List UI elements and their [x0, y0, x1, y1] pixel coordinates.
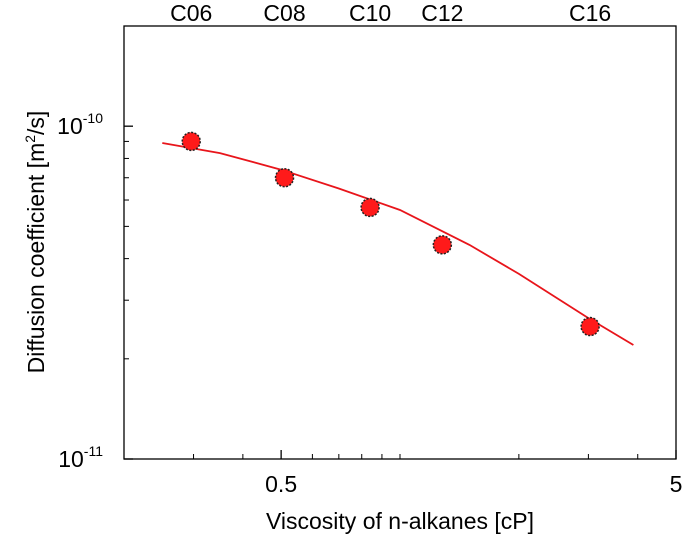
top-label: C06	[170, 0, 212, 26]
x-tick-label: 0.5	[265, 471, 297, 497]
y-tick-label: 10-11	[58, 443, 103, 472]
top-label: C12	[421, 0, 463, 26]
top-label: C16	[569, 0, 611, 26]
ticks-layer: 0.5 5 10-10 10-11	[57, 25, 683, 497]
plot-frame	[123, 25, 677, 460]
x-axis-label: Viscosity of n-alkanes [cP]	[266, 508, 534, 534]
data-point	[181, 131, 201, 152]
y-tick-label: 10-10	[57, 110, 103, 139]
data-point	[360, 197, 380, 218]
points-layer	[181, 131, 600, 337]
top-label: C08	[263, 0, 305, 26]
fit-line-layer	[162, 142, 634, 346]
top-labels-layer: C06 C08 C10 C12 C16	[170, 0, 611, 26]
fit-line	[162, 142, 634, 346]
x-tick-label: 5	[670, 471, 683, 497]
data-point	[432, 235, 453, 255]
y-axis-label: Diffusion coefficient [m2/s]	[22, 111, 49, 374]
top-label: C10	[349, 0, 391, 26]
data-point	[580, 316, 600, 337]
data-point	[274, 167, 295, 188]
